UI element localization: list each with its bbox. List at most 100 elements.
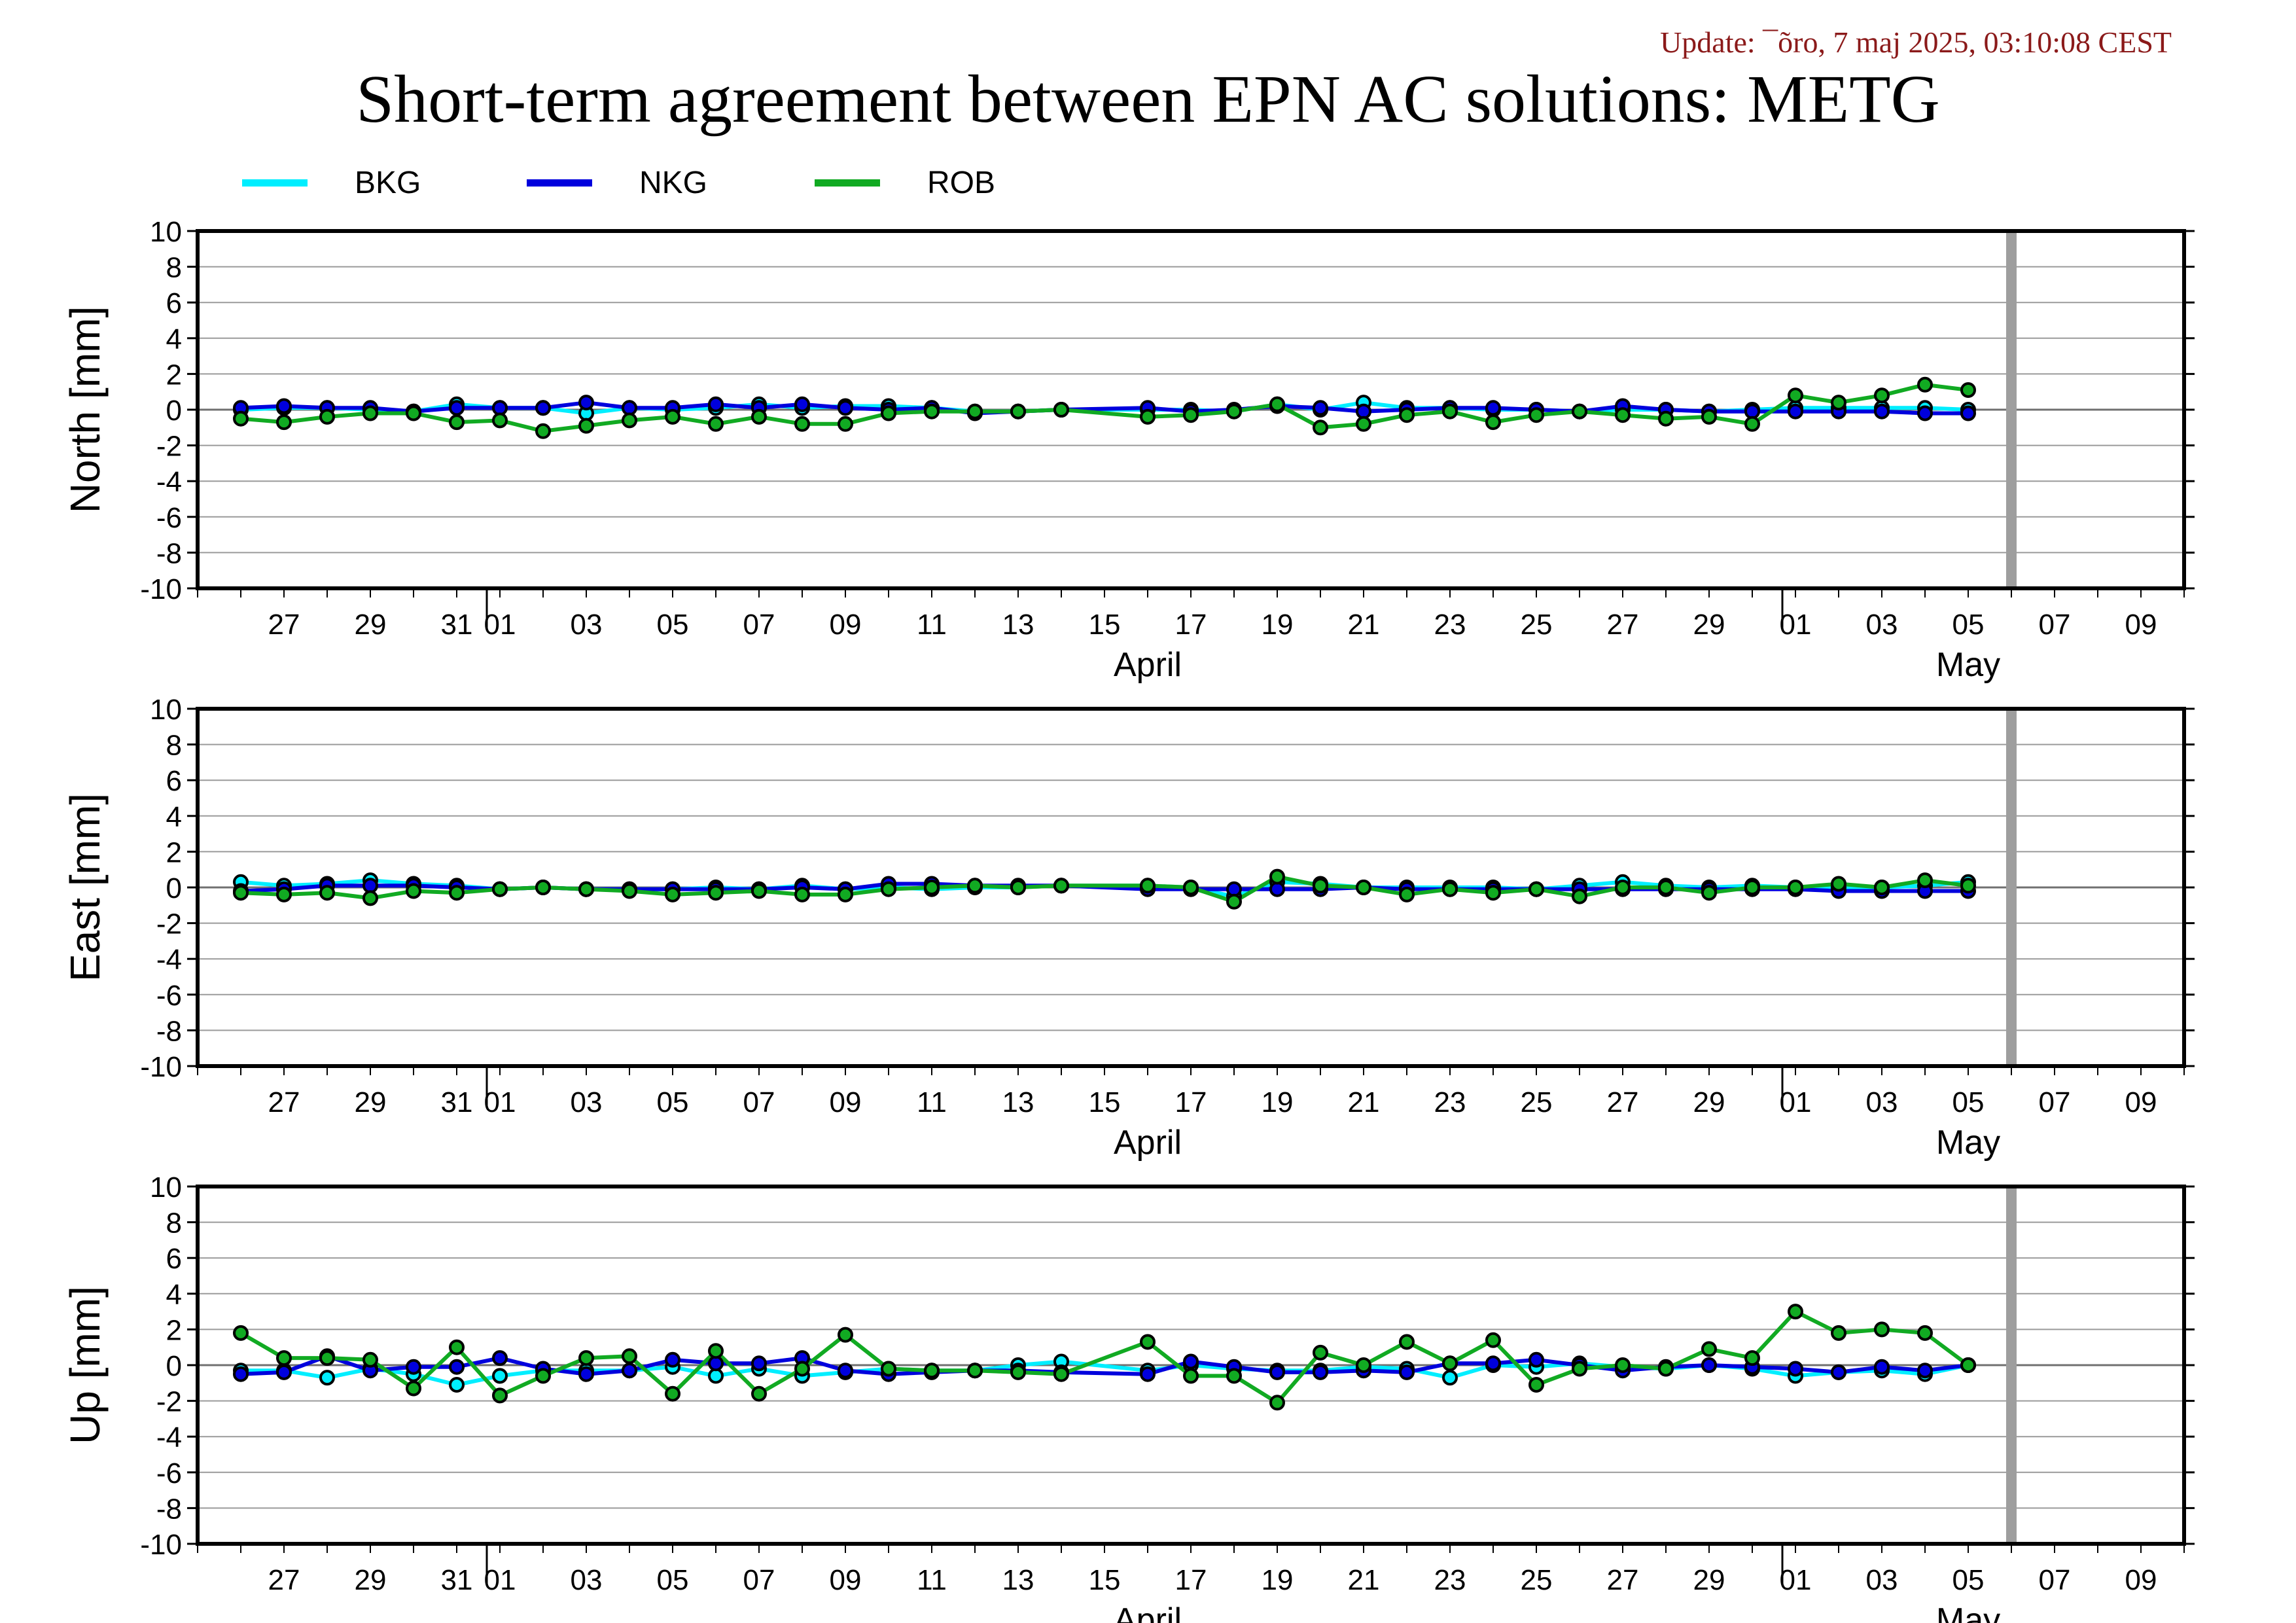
up-point-rob: [1183, 1368, 1199, 1384]
up-x-tick-label: 15: [1089, 1564, 1121, 1596]
north-point-rob: [1960, 382, 1976, 398]
up-point-rob: [1010, 1364, 1026, 1380]
up-point-rob: [924, 1363, 940, 1379]
east-point-rob: [1140, 878, 1156, 894]
up-point-rob: [1615, 1357, 1631, 1373]
north-y-tick-label: -2: [156, 431, 182, 463]
up-point-rob: [1572, 1361, 1587, 1377]
north-point-rob: [1313, 419, 1328, 436]
up-point-rob: [838, 1327, 853, 1343]
up-y-tick-label: 10: [150, 1171, 182, 1204]
north-point-rob: [1528, 407, 1544, 423]
north-y-axis-label: North [mm]: [62, 306, 109, 513]
up-month-label: April: [1114, 1601, 1182, 1623]
up-point-rob: [1917, 1325, 1933, 1341]
north-point-rob: [1140, 408, 1156, 425]
east-point-rob: [276, 886, 292, 902]
north-point-nkg: [1960, 405, 1976, 421]
east-y-axis-label: East [mm]: [62, 793, 109, 982]
up-point-nkg: [1183, 1353, 1199, 1370]
up-point-nkg: [492, 1350, 508, 1366]
up-point-rob: [1874, 1321, 1890, 1338]
north-point-nkg: [838, 400, 853, 416]
up-y-tick-label: 0: [166, 1350, 182, 1382]
up-point-rob: [665, 1385, 680, 1402]
east-point-rob: [578, 881, 594, 897]
north-x-tick-label: 13: [1002, 609, 1034, 641]
up-y-tick-label: 2: [166, 1314, 182, 1346]
north-x-tick-label: 09: [2125, 609, 2157, 641]
east-x-tick-label: 01: [484, 1086, 516, 1118]
north-point-rob: [406, 405, 421, 421]
north-data-gap-bar: [2006, 231, 2017, 588]
up-x-tick-label: 07: [2039, 1564, 2071, 1596]
east-x-tick-label: 17: [1175, 1086, 1207, 1118]
east-point-rob: [838, 886, 853, 902]
up-x-tick-label: 19: [1262, 1564, 1294, 1596]
east-point-rob: [406, 883, 421, 899]
east-point-rob: [794, 886, 810, 902]
up-x-tick-label: 27: [268, 1564, 300, 1596]
up-point-rob: [751, 1385, 767, 1402]
north-y-tick-label: 10: [150, 216, 182, 248]
north-x-tick-label: 01: [484, 609, 516, 641]
legend-swatch-rob: [815, 179, 880, 187]
north-x-tick-label: 09: [830, 609, 862, 641]
up-x-tick-label: 17: [1175, 1564, 1207, 1596]
north-x-tick-label: 29: [1693, 609, 1725, 641]
east-y-tick-label: -6: [156, 980, 182, 1012]
up-point-rob: [578, 1350, 594, 1366]
east-y-tick-label: -2: [156, 908, 182, 940]
up-x-tick-label: 03: [1866, 1564, 1898, 1596]
north-y-tick-label: 4: [166, 323, 182, 355]
north-x-tick-label: 07: [743, 609, 775, 641]
update-timestamp: Update: ¯õro, 7 maj 2025, 03:10:08 CEST: [1660, 26, 2172, 59]
east-point-rob: [1528, 881, 1544, 897]
north-point-rob: [1744, 416, 1760, 432]
east-point-rob: [1313, 878, 1328, 894]
east-point-rob: [665, 886, 680, 902]
legend-label-nkg: NKG: [639, 166, 708, 200]
up-y-tick-label: -10: [140, 1529, 182, 1561]
north-point-nkg: [578, 395, 594, 411]
up-point-nkg: [665, 1351, 680, 1368]
up-point-rob: [1226, 1368, 1242, 1384]
up-point-rob: [881, 1361, 896, 1377]
north-point-rob: [1053, 402, 1069, 418]
east-x-tick-label: 27: [1607, 1086, 1639, 1118]
up-point-rob: [535, 1368, 551, 1384]
up-data-gap-bar: [2006, 1186, 2017, 1544]
east-x-tick-label: 07: [743, 1086, 775, 1118]
up-point-nkg: [578, 1366, 594, 1382]
up-point-rob: [1356, 1357, 1371, 1373]
north-point-rob: [449, 414, 465, 431]
north-point-rob: [1226, 403, 1242, 419]
east-point-nkg: [1269, 881, 1285, 897]
north-point-rob: [1788, 387, 1803, 404]
north-point-nkg: [1313, 400, 1328, 416]
east-x-tick-label: 13: [1002, 1086, 1034, 1118]
up-point-rob: [1528, 1377, 1544, 1393]
up-point-nkg: [406, 1359, 421, 1375]
up-series-line-nkg: [240, 1354, 1969, 1376]
north-x-tick-label: 05: [1952, 609, 1985, 641]
north-point-nkg: [276, 398, 292, 414]
north-point-nkg: [708, 396, 724, 412]
east-x-tick-label: 07: [2039, 1086, 2071, 1118]
up-point-rob: [794, 1361, 810, 1377]
up-x-tick-label: 29: [1693, 1564, 1725, 1596]
up-point-bkg: [1442, 1370, 1458, 1386]
up-y-tick-label: 6: [166, 1243, 182, 1275]
north-point-rob: [1874, 387, 1890, 404]
up-y-tick-label: -6: [156, 1457, 182, 1489]
up-point-nkg: [233, 1366, 249, 1382]
east-point-rob: [1960, 878, 1976, 894]
legend-swatch-nkg: [527, 179, 592, 187]
east-point-rob: [1615, 880, 1631, 895]
north-y-tick-label: -8: [156, 537, 182, 569]
east-data-gap-bar: [2006, 709, 2017, 1066]
east-point-rob: [881, 881, 896, 897]
east-point-rob: [1053, 878, 1069, 894]
east-point-rob: [1744, 880, 1760, 895]
